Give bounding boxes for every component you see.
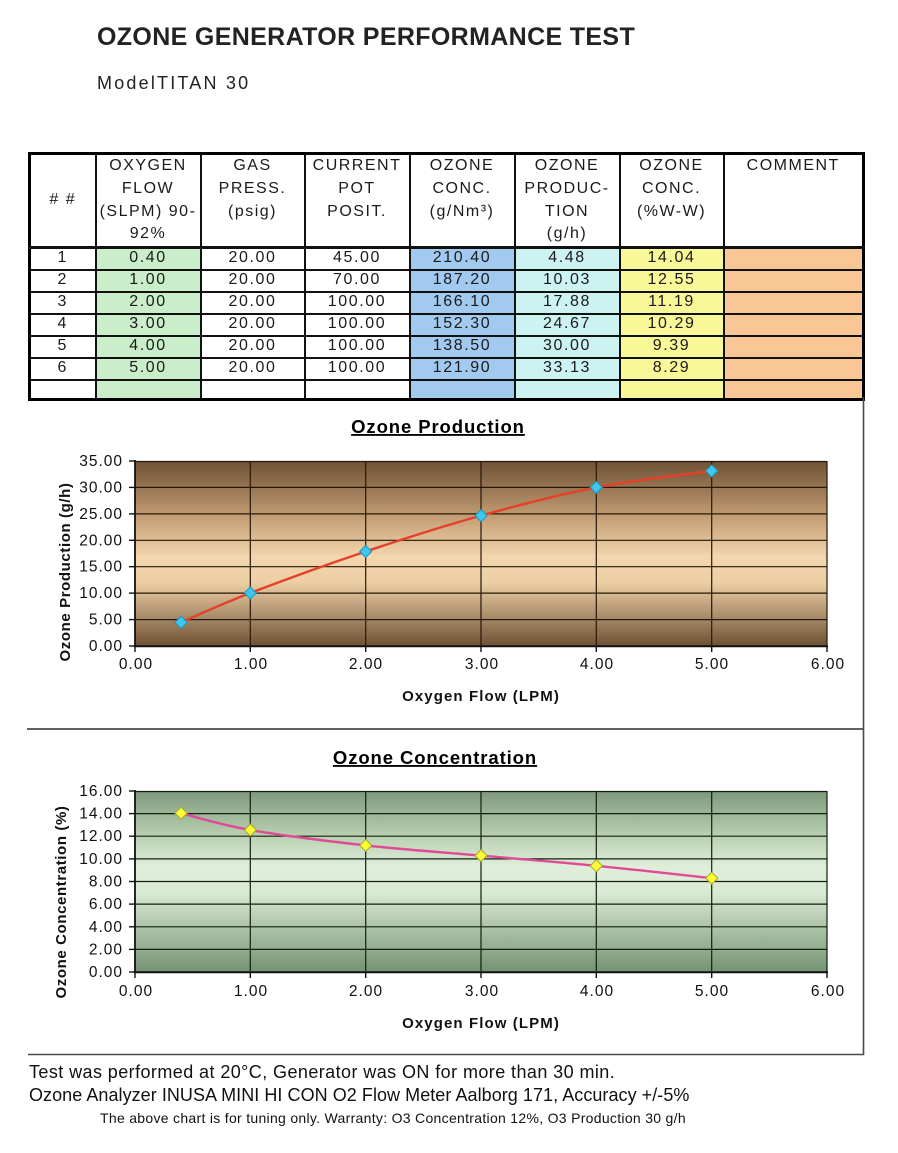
svg-text:Ozone Production: Ozone Production xyxy=(351,416,525,437)
svg-text:25.00: 25.00 xyxy=(79,506,123,523)
svg-text:0.00: 0.00 xyxy=(119,983,153,1000)
svg-text:8.00: 8.00 xyxy=(89,874,123,891)
svg-text:2.00: 2.00 xyxy=(349,656,383,673)
svg-text:5.00: 5.00 xyxy=(695,983,729,1000)
svg-text:10.00: 10.00 xyxy=(79,585,123,602)
svg-text:4.00: 4.00 xyxy=(580,983,614,1000)
svg-text:1.00: 1.00 xyxy=(234,656,268,673)
svg-text:5.00: 5.00 xyxy=(89,612,123,629)
svg-text:0.00: 0.00 xyxy=(89,638,123,655)
svg-text:4.00: 4.00 xyxy=(580,656,614,673)
svg-text:0.00: 0.00 xyxy=(89,964,123,981)
svg-text:20.00: 20.00 xyxy=(79,532,123,549)
svg-text:14.00: 14.00 xyxy=(79,806,123,823)
svg-text:35.00: 35.00 xyxy=(79,453,123,470)
svg-text:Ozone Production (g/h): Ozone Production (g/h) xyxy=(57,482,74,661)
svg-text:Oxygen Flow (LPM): Oxygen Flow (LPM) xyxy=(402,1015,560,1032)
svg-text:5.00: 5.00 xyxy=(695,656,729,673)
svg-text:16.00: 16.00 xyxy=(79,783,123,800)
svg-text:2.00: 2.00 xyxy=(349,983,383,1000)
svg-text:1.00: 1.00 xyxy=(234,983,268,1000)
svg-text:Oxygen Flow (LPM): Oxygen Flow (LPM) xyxy=(402,688,560,705)
svg-text:Ozone Concentration: Ozone Concentration xyxy=(333,747,537,768)
svg-text:6.00: 6.00 xyxy=(811,983,845,1000)
svg-text:3.00: 3.00 xyxy=(465,983,499,1000)
svg-text:30.00: 30.00 xyxy=(79,479,123,496)
svg-text:6.00: 6.00 xyxy=(89,896,123,913)
svg-text:2.00: 2.00 xyxy=(89,941,123,958)
svg-text:15.00: 15.00 xyxy=(79,559,123,576)
svg-text:4.00: 4.00 xyxy=(89,919,123,936)
svg-text:6.00: 6.00 xyxy=(811,656,845,673)
svg-text:0.00: 0.00 xyxy=(119,656,153,673)
svg-text:12.00: 12.00 xyxy=(79,828,123,845)
svg-text:Ozone Concentration (%): Ozone Concentration (%) xyxy=(53,806,70,999)
svg-text:10.00: 10.00 xyxy=(79,851,123,868)
svg-text:3.00: 3.00 xyxy=(465,656,499,673)
